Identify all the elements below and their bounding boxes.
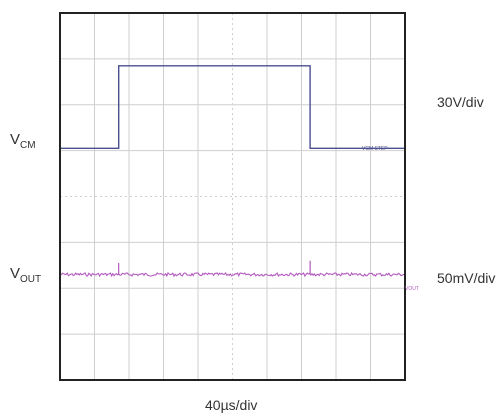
time-scale-label: 40µs/div <box>205 397 258 413</box>
chart-frame <box>59 12 406 381</box>
vout-label-main: V <box>10 265 21 282</box>
vout-trace-tag: VOUT <box>405 286 419 292</box>
vout-scale-label: 50mV/div <box>437 270 496 286</box>
vcm-step-trace <box>60 65 405 149</box>
vout-trace <box>59 271 405 278</box>
vout-channel-label: VOUT <box>10 265 42 285</box>
vcm-trace-tag: VCM STEP <box>362 146 388 152</box>
chart-traces <box>59 65 405 278</box>
vcm-channel-label: VCM <box>10 131 36 151</box>
vcm-label-main: V <box>10 131 21 148</box>
vcm-label-sub: CM <box>20 140 36 151</box>
chart-grid <box>60 13 405 380</box>
vcm-scale-label: 30V/div <box>437 94 484 110</box>
vout-label-sub: OUT <box>20 274 42 285</box>
